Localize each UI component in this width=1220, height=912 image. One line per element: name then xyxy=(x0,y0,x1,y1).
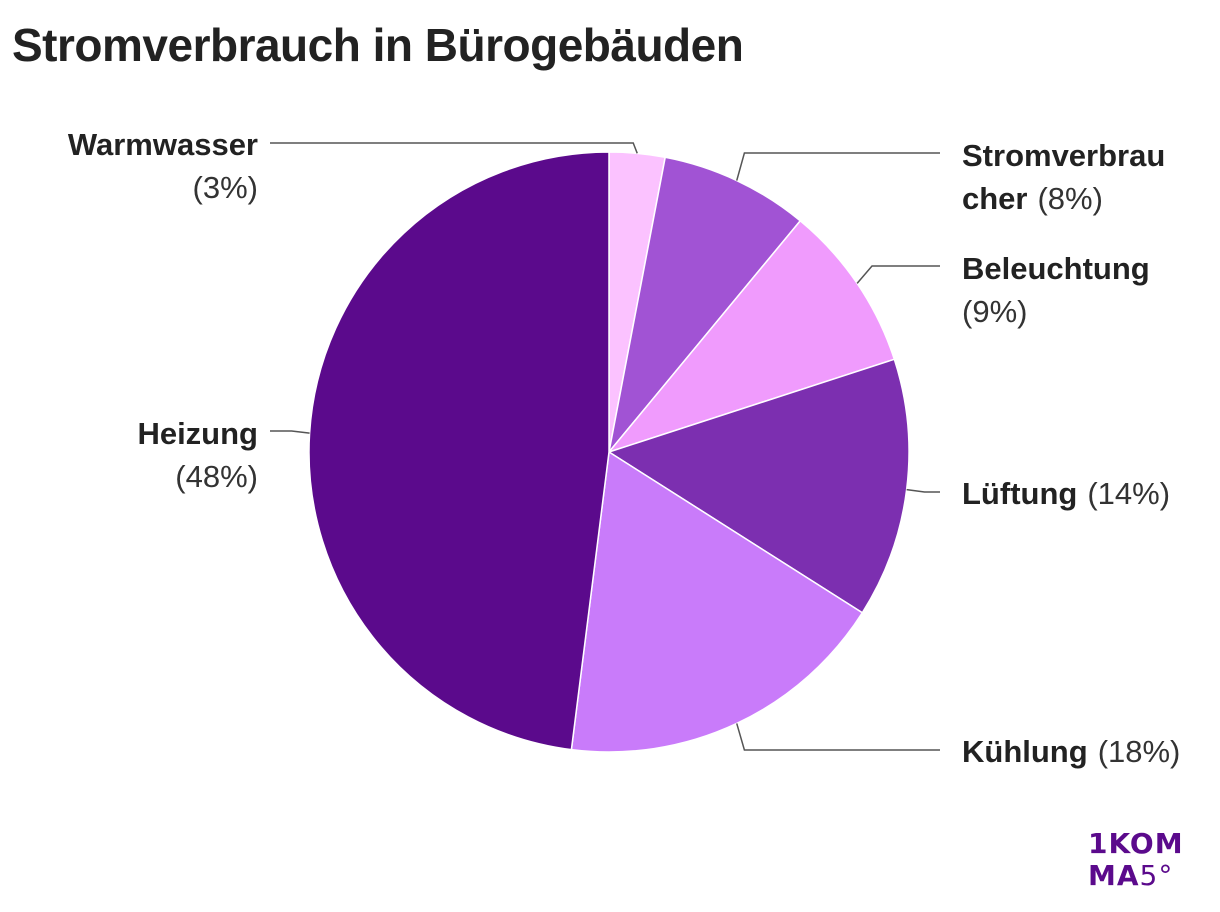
slice-label-heizung: Heizung xyxy=(137,416,258,451)
pie-slices xyxy=(308,151,910,753)
leader-line-heizung xyxy=(270,430,310,434)
slice-label-kuehlung-name: Kühlung xyxy=(962,734,1088,769)
slice-label-kuehlung: Kühlung (18%) xyxy=(962,734,1180,769)
slice-lueftung xyxy=(607,358,910,614)
leader-line-kuehlung xyxy=(736,723,940,751)
leader-line-beleuchtung xyxy=(856,265,940,284)
slice-value-warmwasser: (3%) xyxy=(193,170,258,205)
slice-value-kuehlung: (18%) xyxy=(1098,734,1181,769)
slice-label-lueftung: Lüftung (14%) xyxy=(962,476,1170,511)
leader-line-lueftung xyxy=(906,488,940,493)
leader-line-stromverbraucher xyxy=(736,152,940,181)
slice-kuehlung xyxy=(570,450,864,753)
slice-heizung xyxy=(308,151,610,751)
logo-line-2-number: 5° xyxy=(1139,859,1174,892)
slice-value-heizung: (48%) xyxy=(175,459,258,494)
logo-line-1: 1KOM xyxy=(1088,827,1184,860)
leader-line-warmwasser xyxy=(270,142,638,154)
slice-label-beleuchtung: Beleuchtung xyxy=(962,251,1150,286)
slice-label-stromverbraucher: Stromverbrau cher (8%) xyxy=(962,138,1165,216)
chart-title: Stromverbrauch in Bürogebäuden xyxy=(12,19,744,71)
slice-label-lueftung-name: Lüftung xyxy=(962,476,1077,511)
logo-line-2-letters: MA xyxy=(1088,859,1140,892)
slice-label-warmwasser: Warmwasser xyxy=(68,127,258,162)
brand-logo: 1KOM MA5° xyxy=(1088,828,1208,892)
slice-stromverbraucher xyxy=(608,156,802,453)
slice-value-lueftung: (14%) xyxy=(1087,476,1170,511)
slice-value-beleuchtung: (9%) xyxy=(962,294,1027,329)
leader-lines xyxy=(270,142,940,751)
logo-line-2: MA5° xyxy=(1088,860,1208,892)
